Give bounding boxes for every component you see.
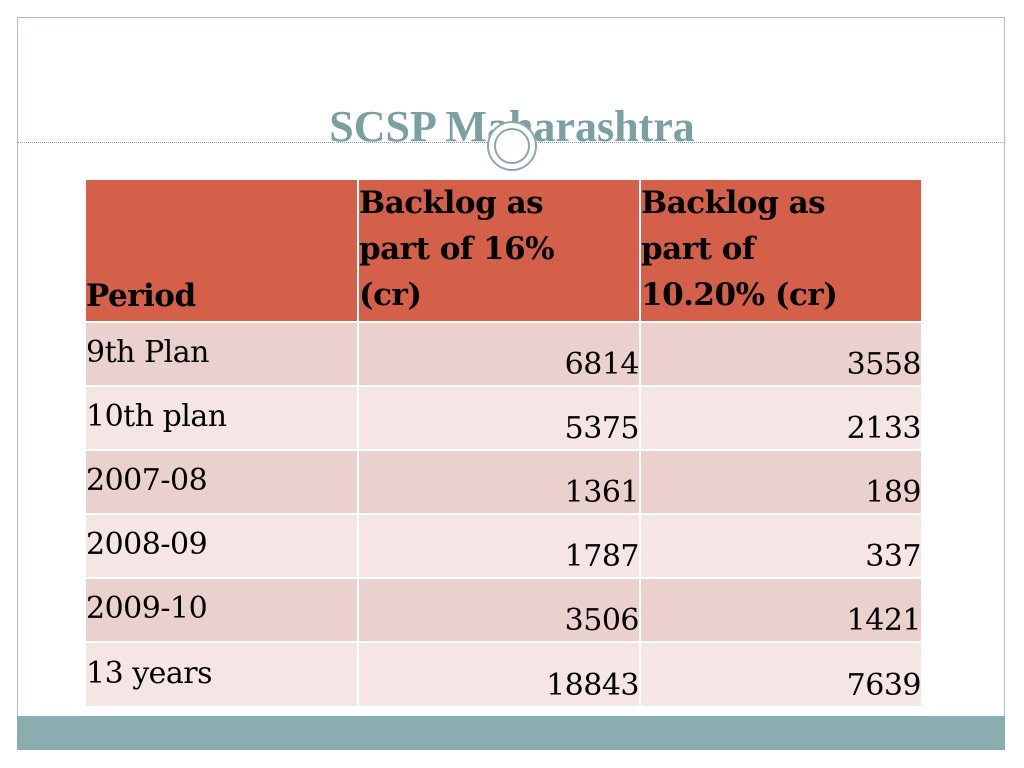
table-row: 2007-08 1361 189 — [86, 450, 922, 514]
backlog-1020-cell: 7639 — [846, 668, 922, 703]
title-ring-ornament — [487, 121, 537, 171]
backlog-16-cell: 6814 — [358, 322, 641, 386]
period-cell: 13 years — [86, 642, 359, 706]
backlog-16-cell: 18843 — [358, 642, 641, 706]
table-row: 2009-10 3506 1421 — [86, 578, 922, 642]
backlog-1020-cell: 1421 — [846, 603, 922, 638]
footer-bar — [17, 716, 1005, 750]
backlog-1020-cell: 337 — [865, 539, 921, 574]
header-line: Backlog as — [641, 185, 826, 221]
column-header-backlog-1020: Backlog as part of 10.20% (cr) — [640, 180, 921, 322]
table-row: 2008-09 1787 337 — [86, 514, 922, 578]
backlog-16-cell: 3506 — [358, 578, 641, 642]
backlog-16-cell: 1787 — [358, 514, 641, 578]
period-cell: 9th Plan — [86, 322, 359, 386]
backlog-1020-cell: 189 — [865, 475, 921, 510]
header-line: (cr) — [359, 277, 422, 313]
period-cell: 2007-08 — [86, 450, 359, 514]
table-header-row: Period Backlog as part of 16% (cr) Backl… — [86, 180, 921, 322]
backlog-16-cell: 5375 — [358, 386, 641, 450]
table-row: 13 years 18843 7639 — [86, 642, 922, 706]
backlog-1020-cell: 2133 — [846, 411, 922, 446]
table-row: 9th Plan 6814 3558 — [86, 322, 922, 386]
period-cell: 2009-10 — [86, 578, 359, 642]
backlog-1020-cell: 3558 — [846, 347, 922, 382]
column-header-backlog-16: Backlog as part of 16% (cr) — [358, 180, 641, 322]
backlog-16-cell: 1361 — [358, 450, 641, 514]
header-line: part of 16% — [359, 231, 555, 267]
backlog-table: Period Backlog as part of 16% (cr) Backl… — [86, 180, 922, 706]
header-line: Backlog as — [359, 185, 544, 221]
period-cell: 2008-09 — [86, 514, 359, 578]
header-line: 10.20% (cr) — [641, 277, 838, 313]
column-header-period: Period — [86, 180, 359, 322]
header-line: part of — [641, 231, 755, 267]
period-cell: 10th plan — [86, 386, 359, 450]
table-row: 10th plan 5375 2133 — [86, 386, 922, 450]
